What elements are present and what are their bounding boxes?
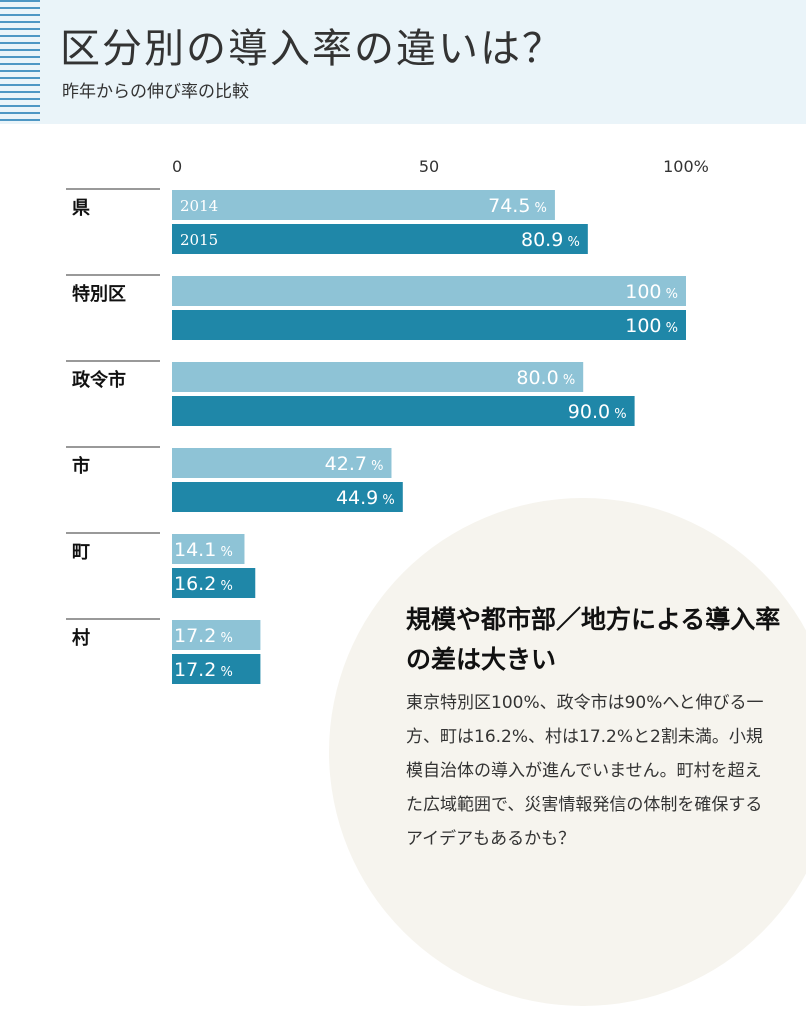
- bar-value-label: 14.1 %: [174, 539, 233, 561]
- bar-value-label: 42.7 %: [325, 453, 384, 475]
- x-tick-label: 100%: [663, 157, 709, 176]
- bar-value-label: 16.2 %: [174, 573, 233, 595]
- bar-2015: [172, 654, 261, 684]
- bar-2014: [172, 534, 245, 564]
- callout-circle: [329, 498, 806, 1006]
- bar-value-label: 17.2 %: [174, 659, 233, 681]
- bar-value-label: 100 %: [625, 315, 678, 337]
- page-title: 区分別の導入率の違いは？: [60, 26, 564, 72]
- header-stripes: [0, 0, 40, 124]
- bar-value-label: 17.2 %: [174, 625, 233, 647]
- category-label: 市: [72, 455, 90, 477]
- category-label: 政令市: [72, 369, 126, 391]
- page-subtitle: 昨年からの伸び率の比較: [62, 82, 249, 102]
- category-label: 特別区: [72, 283, 126, 305]
- bar-2014: [172, 448, 392, 478]
- bar-2014: [172, 276, 686, 306]
- bar-2015: [172, 482, 403, 512]
- category-label: 町: [72, 542, 90, 563]
- bar-2015: [172, 568, 256, 598]
- category-label: 県: [72, 198, 90, 219]
- bar-value-label: 90.0 %: [568, 401, 627, 423]
- bar-2014: [172, 362, 584, 392]
- bar-2015: [172, 396, 635, 426]
- bar-value-label: 100 %: [625, 281, 678, 303]
- series-label-2014: 2014: [180, 197, 218, 215]
- category-label: 村: [72, 627, 90, 649]
- bar-value-label: 44.9 %: [336, 487, 395, 509]
- header: 区分別の導入率の違いは？ 昨年からの伸び率の比較: [0, 0, 806, 124]
- bar-2014: [172, 190, 555, 220]
- bar-2015: [172, 224, 588, 254]
- series-label-2015: 2015: [180, 231, 218, 249]
- bar-value-label: 74.5 %: [488, 195, 547, 217]
- x-tick-label: 0: [172, 157, 182, 176]
- callout-body: 東京特別区100%、政令市は90%へと伸びる一方、町は16.2%、村は17.2%…: [406, 693, 764, 849]
- bar-2015: [172, 310, 686, 340]
- x-tick-label: 50: [419, 157, 439, 176]
- bar-chart: 0 50 100% 県 74.5 % 2014 80.9 % 2015 特別区 100 % 100 …: [66, 157, 709, 684]
- bar-2014: [172, 620, 261, 650]
- bar-value-label: 80.9 %: [521, 229, 580, 251]
- callout-heading: 規模や都市部／地方による導入率の差は大きい: [406, 605, 781, 674]
- bar-value-label: 80.0 %: [516, 367, 575, 389]
